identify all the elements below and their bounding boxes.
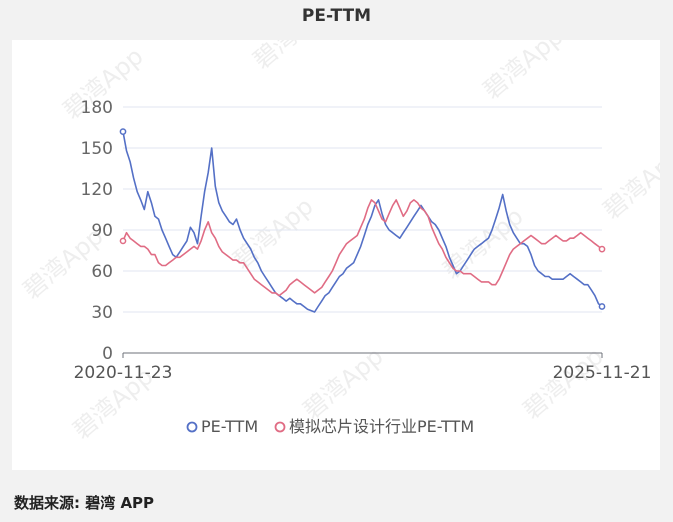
- series-end-point: [598, 303, 606, 310]
- x-axis: 2020-11-23 2025-11-21: [74, 352, 652, 383]
- grid-lines: [123, 106, 602, 313]
- series-end-point: [598, 245, 606, 253]
- watermark-text: 碧湾App: [248, 40, 339, 75]
- y-tick-label: 0: [102, 344, 113, 364]
- y-tick-label: 30: [91, 303, 113, 323]
- series-lines: [119, 128, 606, 313]
- series-line-pe-ttm: [122, 131, 603, 313]
- y-axis-ticks: 0 30 60 90 120 150 180: [81, 98, 113, 364]
- watermark-text: 碧湾App: [298, 342, 389, 424]
- legend: PE-TTM 模拟芯片设计行业PE-TTM: [186, 417, 474, 436]
- watermark-text: 碧湾App: [518, 342, 609, 424]
- y-tick-label: 120: [81, 180, 113, 200]
- y-tick-label: 150: [81, 139, 113, 159]
- series-start-point: [119, 237, 127, 245]
- series-start-point: [119, 128, 127, 135]
- watermark-text: 碧湾App: [598, 142, 660, 224]
- chart-title: PE-TTM: [301, 6, 372, 26]
- watermark-text: 碧湾App: [478, 40, 569, 105]
- y-tick-label: 180: [81, 98, 113, 118]
- y-tick-label: 90: [91, 221, 113, 241]
- legend-marker: [186, 421, 198, 433]
- chart-panel: 碧湾App 碧湾App 碧湾App 碧湾App 碧湾App 碧湾App 碧湾App 碧湾App…: [12, 40, 660, 470]
- legend-marker: [274, 421, 286, 433]
- data-source-note: 数据来源: 碧湾 APP: [14, 494, 155, 512]
- x-tick-label: 2020-11-23: [74, 363, 173, 383]
- y-tick-label: 60: [91, 262, 113, 282]
- legend-label: PE-TTM: [201, 417, 258, 436]
- watermark-text: 碧湾App: [438, 202, 529, 284]
- legend-label: 模拟芯片设计行业PE-TTM: [289, 417, 474, 436]
- x-tick-label: 2025-11-21: [553, 363, 652, 383]
- series-line-industry-pe-ttm: [122, 199, 603, 297]
